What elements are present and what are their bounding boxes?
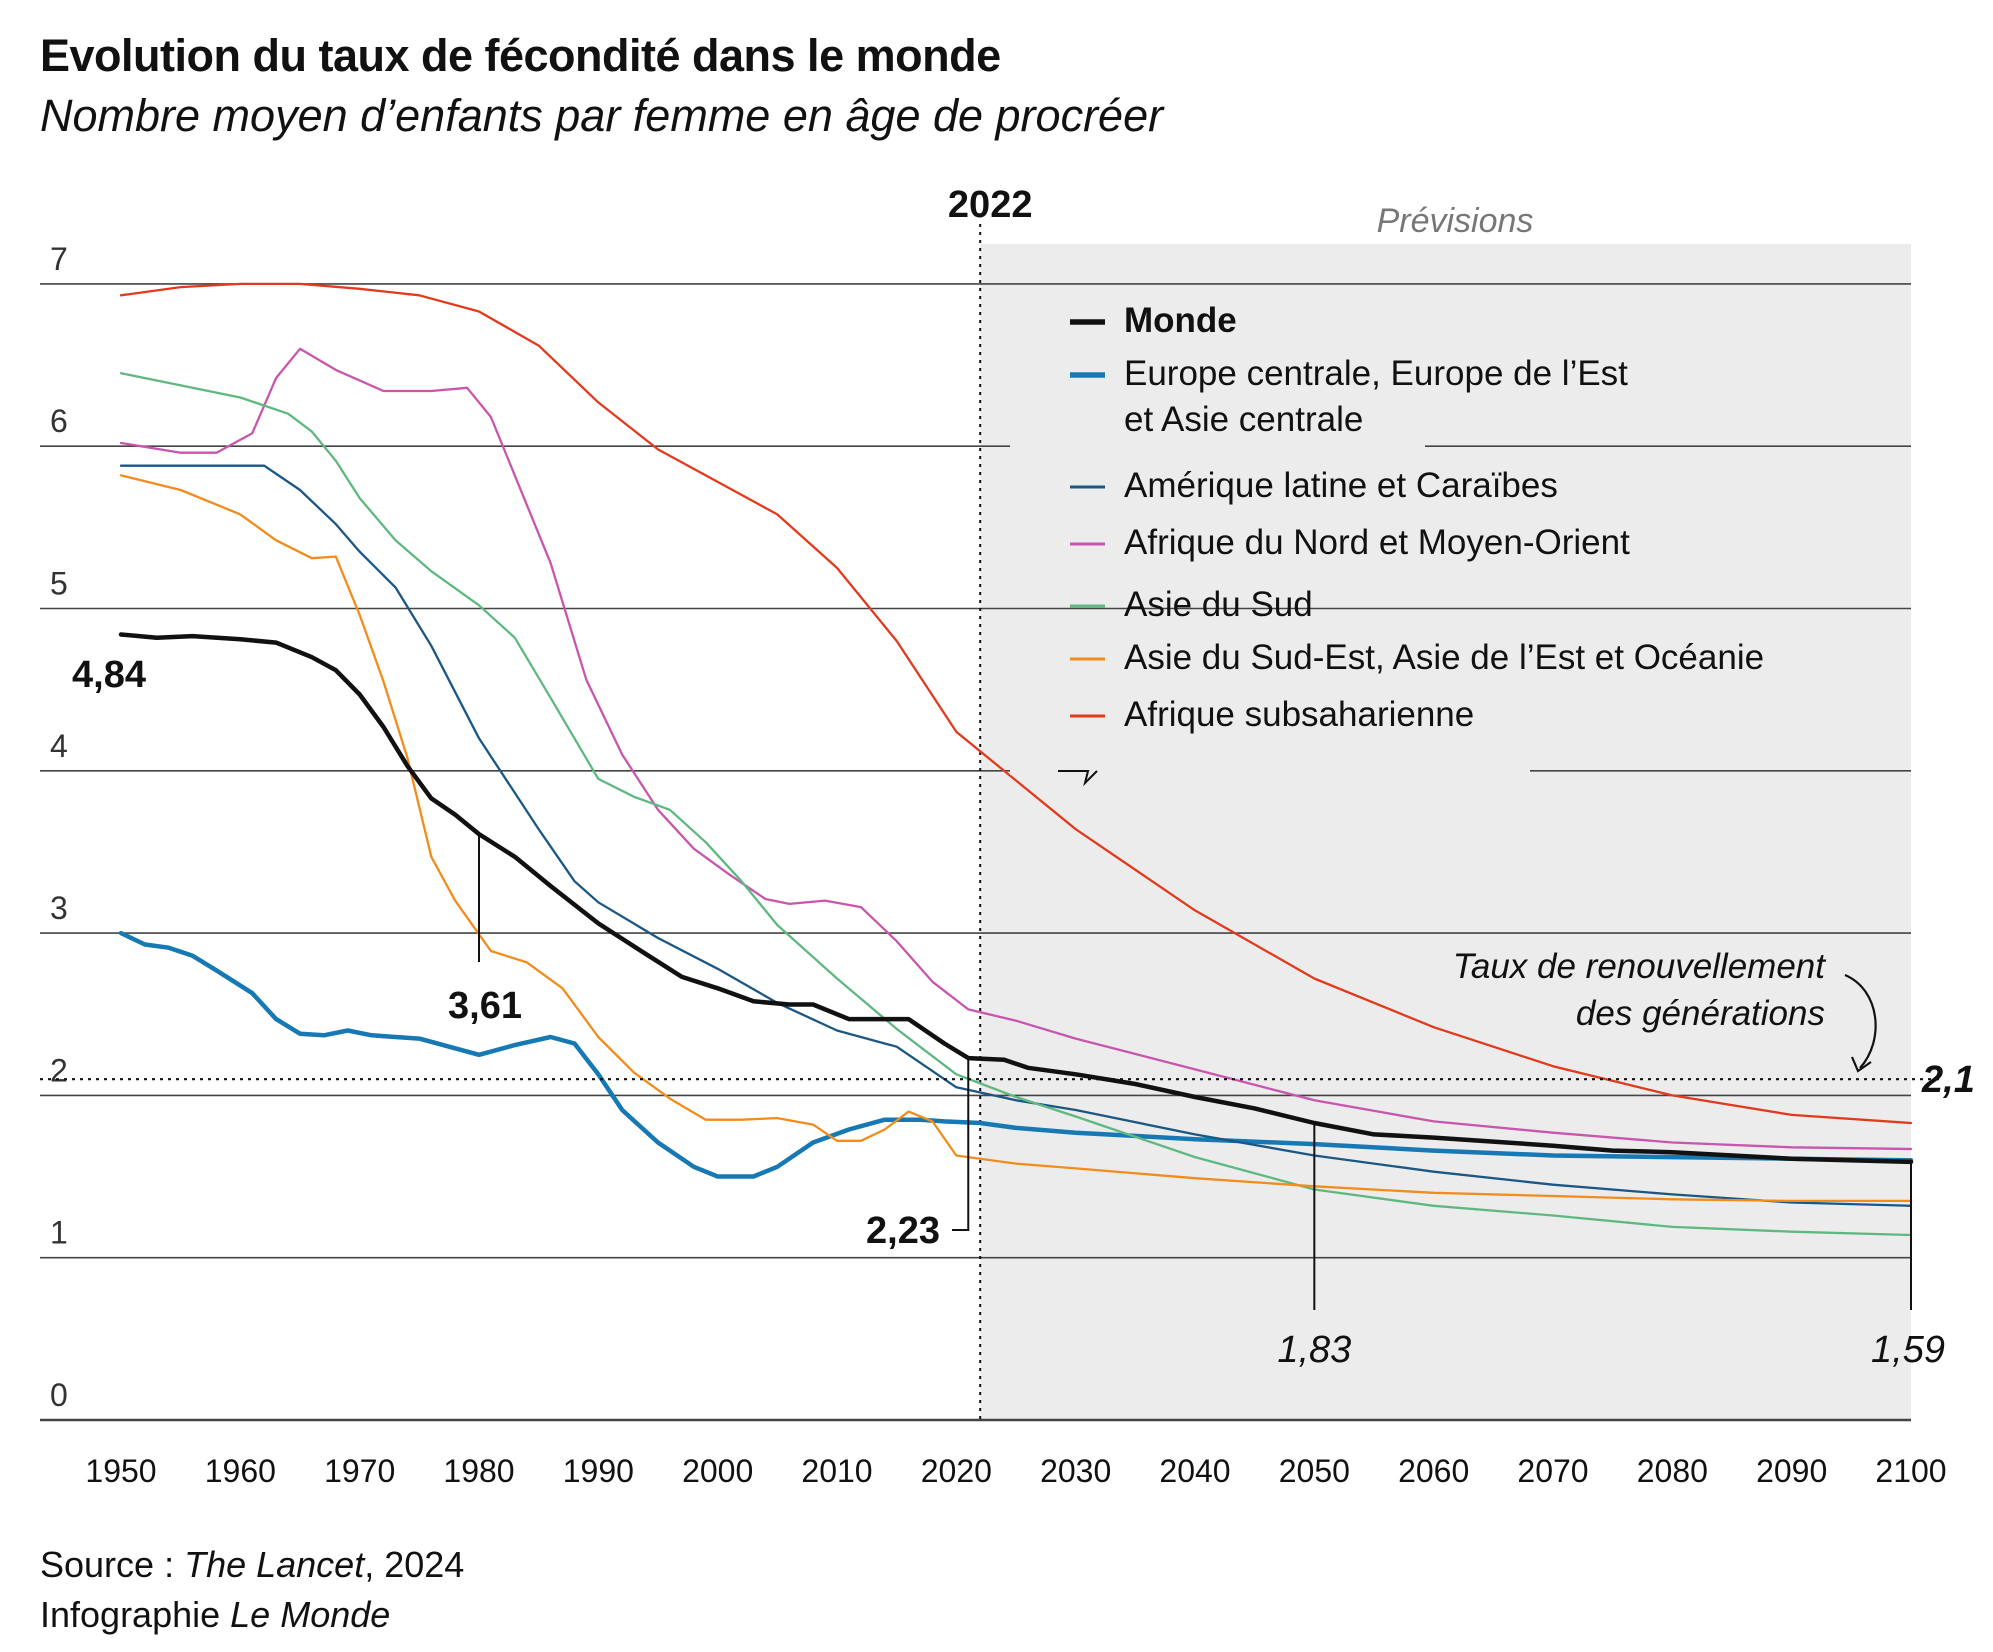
source-prefix: Source : — [40, 1544, 185, 1585]
y-tick-label: 5 — [50, 566, 68, 602]
annotations: 4,84 3,61 2,23 1,83 1,59 — [72, 654, 1945, 1371]
y-tick-label: 6 — [50, 403, 68, 439]
x-tick-label: 2080 — [1637, 1453, 1708, 1489]
chart-subtitle: Nombre moyen d’enfants par femme en âge … — [40, 90, 1164, 141]
annotation-label: 1,83 — [1277, 1329, 1351, 1371]
x-tick-label: 2040 — [1159, 1453, 1230, 1489]
legend-pointer — [1058, 770, 1098, 787]
forecast-year-label: 2022 — [948, 184, 1033, 226]
source-note: Source : The Lancet, 2024 Infographie Le… — [40, 1540, 464, 1640]
grid-lines: 0 1 2 3 4 5 6 7 — [40, 241, 1911, 1422]
annotation-label: 3,61 — [448, 985, 522, 1027]
x-tick-label: 2050 — [1279, 1453, 1350, 1489]
credit-line: Infographie Le Monde — [40, 1590, 464, 1640]
series-line — [118, 930, 1914, 1179]
replacement-arrowhead — [1850, 1056, 1872, 1073]
x-tick-label: 2090 — [1756, 1453, 1827, 1489]
x-tick-label: 2070 — [1517, 1453, 1588, 1489]
legend-label: Afrique du Nord et Moyen-Orient — [1124, 523, 1630, 562]
replacement-label-line2: des générations — [1576, 994, 1825, 1033]
y-tick-label: 4 — [50, 728, 68, 764]
y-tick-label: 2 — [50, 1052, 68, 1088]
forecast-label: Prévisions — [1377, 202, 1534, 240]
y-tick-label: 7 — [50, 241, 68, 277]
annotation-label: 1,59 — [1871, 1329, 1945, 1371]
x-tick-label: 2010 — [801, 1453, 872, 1489]
series-line — [118, 632, 1914, 1165]
legend-label: Asie du Sud-Est, Asie de l’Est et Océani… — [1124, 638, 1764, 677]
source-line: Source : The Lancet, 2024 — [40, 1540, 464, 1590]
series-line — [119, 464, 1913, 1207]
legend: Monde Europe centrale, Europe de l’Est et … — [1010, 301, 1764, 787]
series-lines — [118, 282, 1914, 1237]
x-tick-label: 2100 — [1875, 1453, 1946, 1489]
x-tick-label: 2020 — [921, 1453, 992, 1489]
replacement-arrow — [1844, 973, 1877, 1069]
x-tick-label: 1960 — [205, 1453, 276, 1489]
source-year: , 2024 — [364, 1544, 465, 1585]
credit-prefix: Infographie — [40, 1594, 231, 1635]
annotation-label: 4,84 — [72, 654, 146, 696]
x-tick-label: 1980 — [443, 1453, 514, 1489]
series-line — [119, 372, 1913, 1237]
series-line — [119, 282, 1913, 1125]
x-tick-label: 1970 — [324, 1453, 395, 1489]
y-tick-label: 1 — [50, 1215, 68, 1251]
replacement-value-label: 2,1 — [1921, 1059, 1975, 1101]
legend-gridline-mask — [1010, 432, 1425, 458]
x-tick-label: 2060 — [1398, 1453, 1469, 1489]
source-name: The Lancet — [184, 1544, 365, 1585]
x-tick-label: 1990 — [563, 1453, 634, 1489]
x-tick-label: 2000 — [682, 1453, 753, 1489]
chart-title: Evolution du taux de fécondité dans le m… — [40, 30, 1001, 81]
y-tick-label: 0 — [50, 1377, 68, 1413]
legend-label-line2: et Asie centrale — [1124, 400, 1363, 439]
x-tick-label: 2030 — [1040, 1453, 1111, 1489]
x-axis: 1950 1960 1970 1980 1990 2000 2010 2020 2030 2040… — [85, 1453, 1946, 1489]
x-tick-label: 1950 — [85, 1453, 156, 1489]
series-line — [119, 474, 1913, 1203]
legend-label: Europe centrale, Europe de l’Est — [1124, 354, 1628, 393]
annotation-label: 2,23 — [866, 1210, 940, 1252]
legend-label: Afrique subsaharienne — [1124, 695, 1474, 734]
replacement-label-line1: Taux de renouvellement — [1453, 947, 1827, 986]
forecast-background — [980, 244, 1911, 1420]
annotation-leader — [952, 1058, 970, 1231]
legend-label: Monde — [1124, 301, 1237, 340]
legend-label: Amérique latine et Caraïbes — [1124, 466, 1558, 505]
y-tick-label: 3 — [50, 890, 68, 926]
series-line — [119, 347, 1913, 1151]
legend-label: Asie du Sud — [1124, 585, 1313, 624]
credit-name: Le Monde — [230, 1594, 391, 1635]
